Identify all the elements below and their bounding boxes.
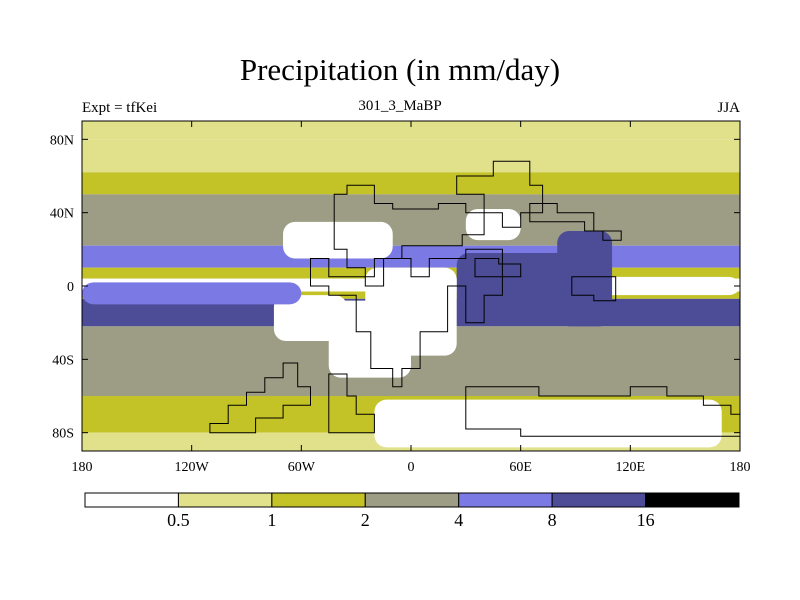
x-tick-label: 0 (408, 460, 415, 475)
precip-patch-9 (82, 282, 302, 305)
y-tick-label: 0 (67, 280, 74, 295)
precip-patch-7 (557, 231, 613, 327)
precip-patch-8 (365, 267, 457, 356)
y-tick-label: 80N (50, 133, 74, 148)
x-tick-label: 120W (175, 460, 210, 475)
precip-band-0 (82, 121, 740, 140)
contour-fill-layer (82, 121, 740, 451)
coastline-5 (456, 160, 544, 228)
colorbar-box-4 (458, 492, 553, 508)
y-tick-label: 40N (50, 207, 74, 222)
coastline-0 (333, 184, 485, 287)
colorbar-label: 2 (361, 510, 370, 530)
coastline-6 (529, 203, 622, 241)
season-label: JJA (717, 100, 740, 116)
coastline-2 (209, 362, 311, 434)
y-tick-label: 80S (52, 427, 74, 442)
x-tick-label: 180 (72, 460, 93, 475)
colorbar-box-5 (551, 492, 647, 508)
colorbar-box-3 (364, 492, 460, 508)
x-tick-label: 60E (509, 460, 532, 475)
colorbar-label: 8 (548, 510, 557, 530)
colorbar-label: 1 (267, 510, 276, 530)
precip-band-3 (82, 194, 740, 246)
colorbar-label: 0.5 (167, 510, 190, 530)
colorbar-box-1 (177, 492, 273, 508)
colorbar: 0.5 1 2 4 8 16 (84, 492, 740, 530)
colorbar-box-0 (84, 492, 179, 508)
coastline-layer (209, 160, 740, 437)
precip-band-1 (82, 139, 740, 173)
colorbar-box-2 (271, 492, 366, 508)
experiment-label: Expt = tfKei (82, 100, 158, 116)
coastline-8 (571, 276, 617, 302)
precip-patch-1 (273, 295, 348, 341)
precip-patch-2 (283, 221, 393, 259)
colorbar-label: 4 (454, 510, 463, 530)
y-tick-label: 40S (52, 353, 74, 368)
x-tick-label: 120E (616, 460, 646, 475)
chart-title: Precipitation (in mm/day) (239, 52, 561, 87)
coastline-3 (328, 373, 375, 434)
precip-patch-3 (465, 209, 521, 241)
precip-patch-5 (593, 276, 740, 296)
colorbar-box-6 (645, 492, 740, 508)
precip-patch-4 (374, 399, 722, 448)
subtitle-label: 301_3_MaBP (358, 98, 442, 114)
coastline-7 (474, 258, 522, 278)
coastline-1 (310, 248, 503, 388)
coastline-4 (465, 386, 740, 437)
colorbar-label: 16 (637, 510, 655, 530)
x-tick-label: 180 (730, 460, 751, 475)
x-tick-label: 60W (288, 460, 316, 475)
axis-layer: 180 120W 60W 0 60E 120E 180 80N 40N 0 40S 80S (50, 121, 751, 475)
precip-band-2 (82, 172, 740, 195)
